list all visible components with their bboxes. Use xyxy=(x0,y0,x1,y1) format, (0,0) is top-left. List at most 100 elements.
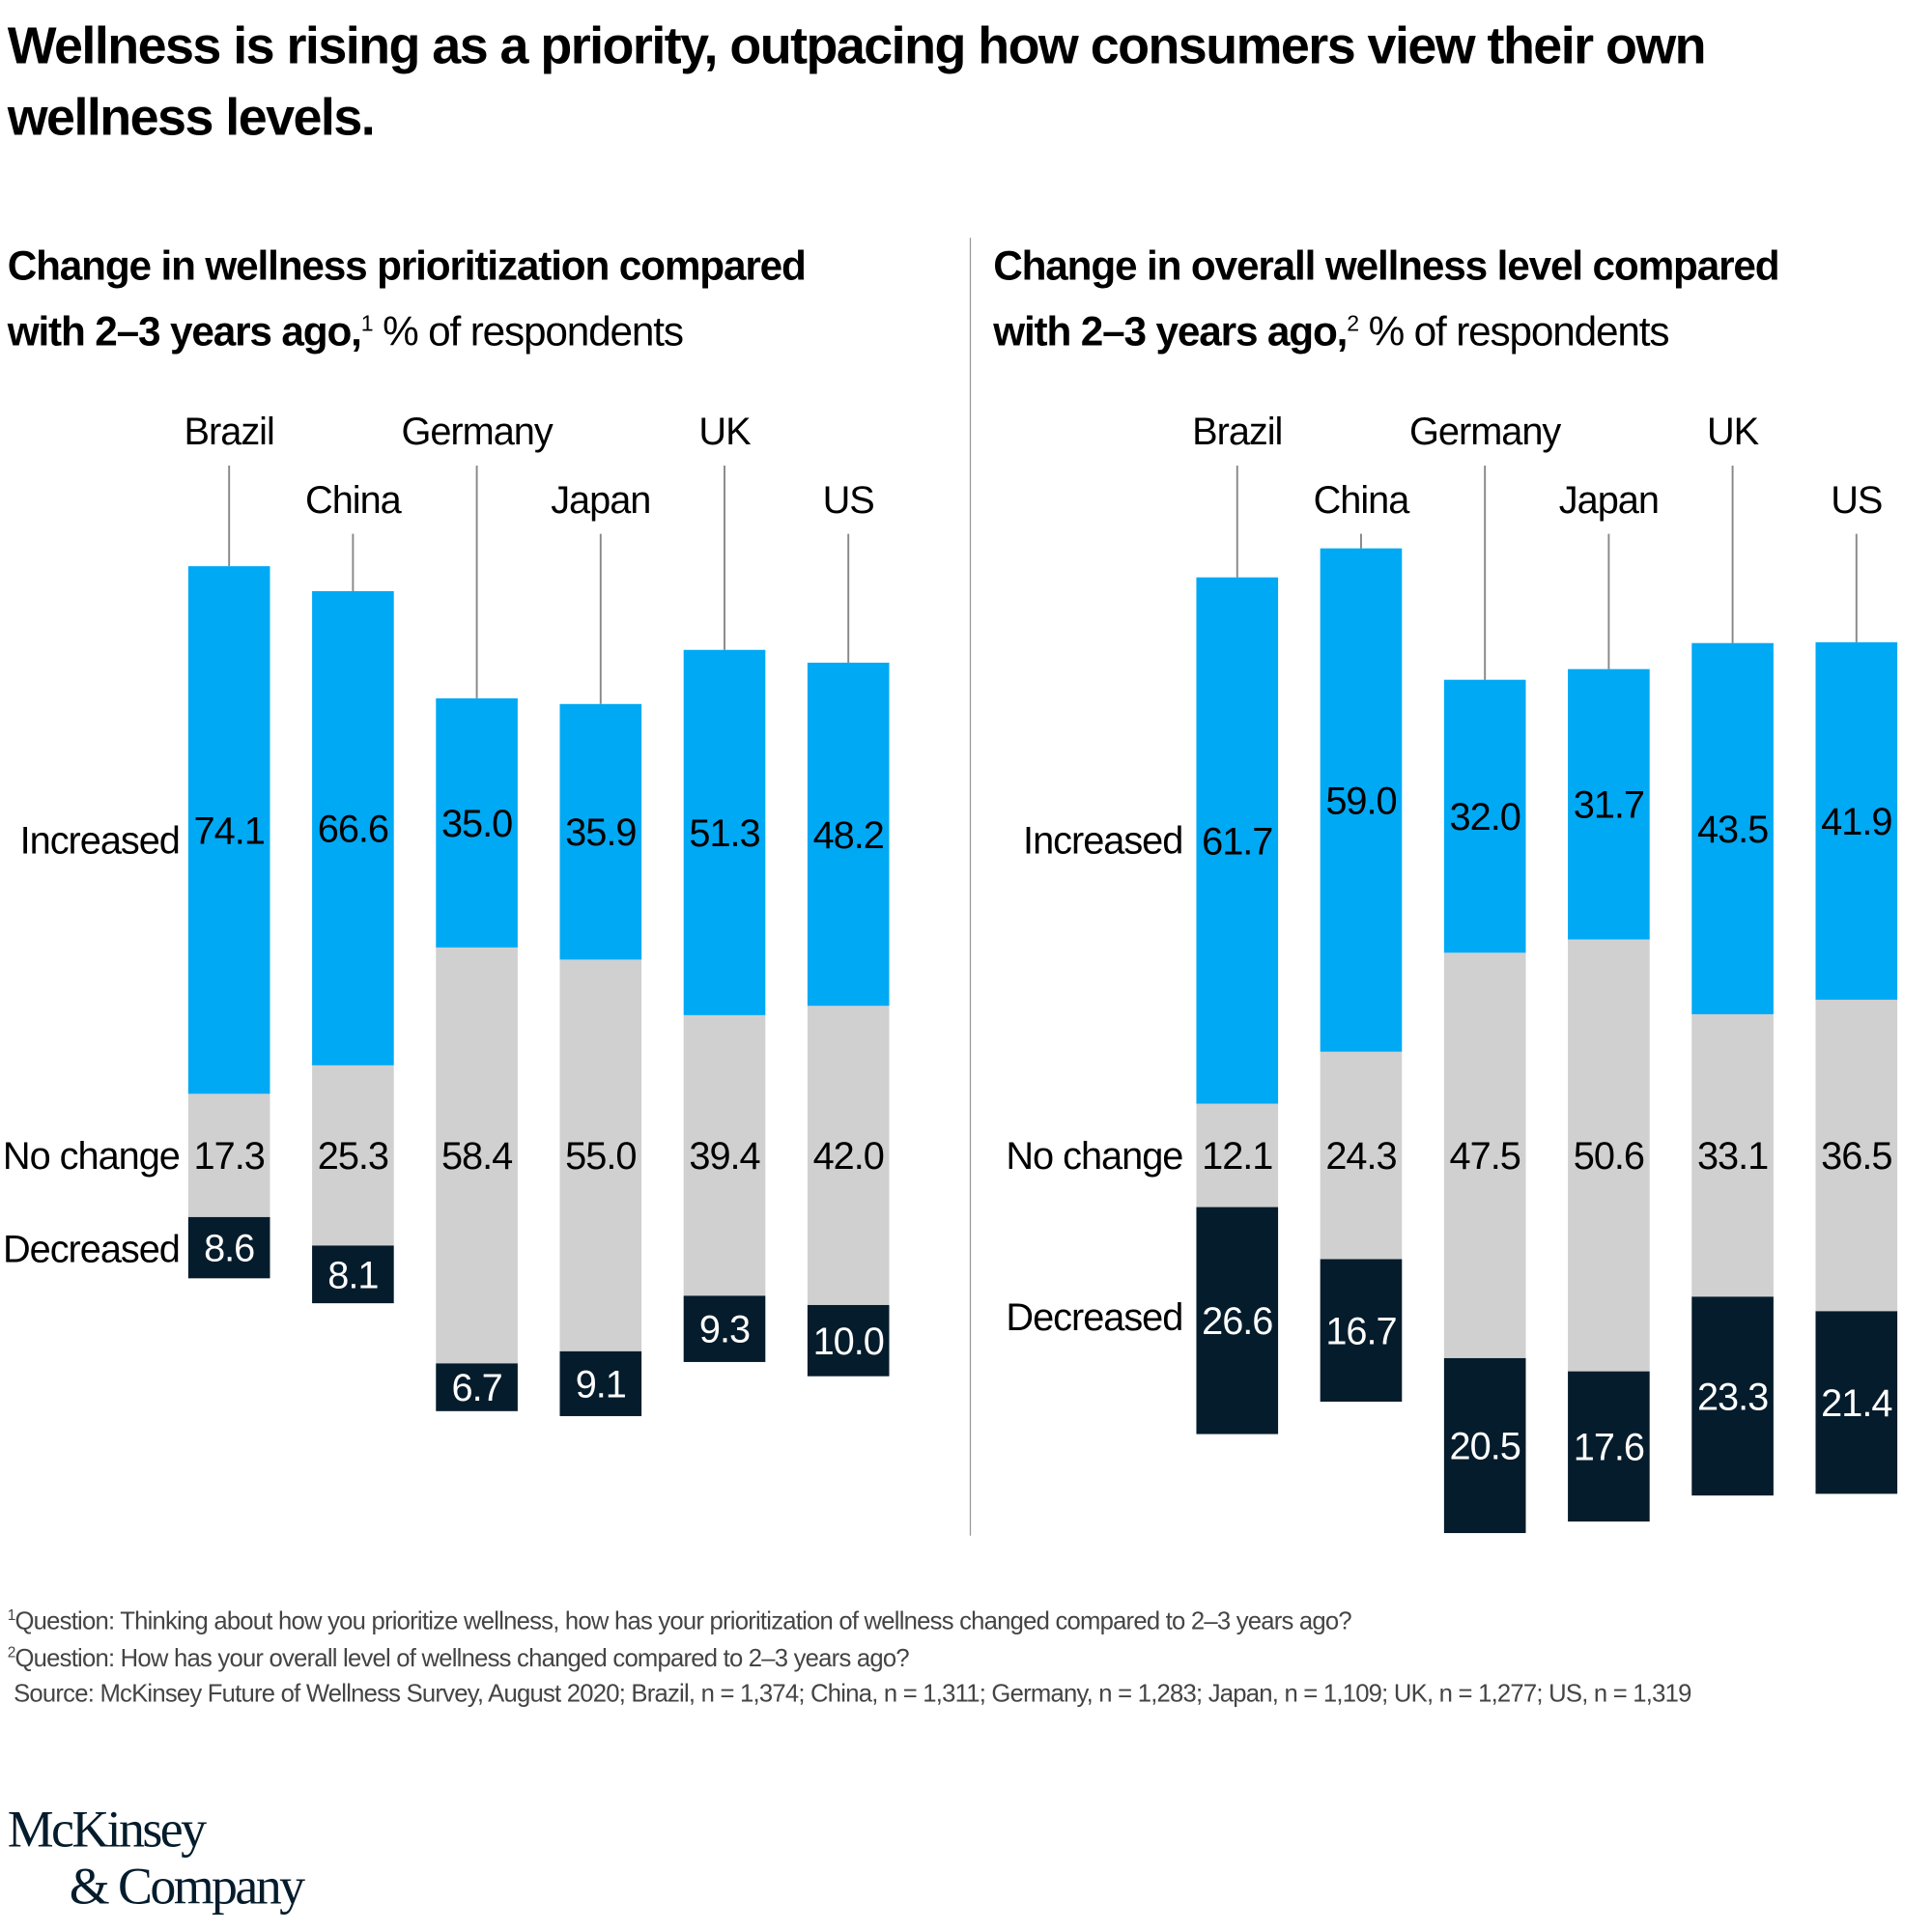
bar-uk-decreased xyxy=(1691,1296,1774,1496)
bar-us-no-change xyxy=(807,1006,890,1305)
footnote-2: 2Question: How has your overall level of… xyxy=(8,1643,910,1674)
bar-japan-decreased xyxy=(559,1350,642,1416)
logo-line-2: & Company xyxy=(69,1859,305,1917)
value-label: 43.5 xyxy=(1697,809,1768,851)
value-label: 42.0 xyxy=(813,1135,884,1178)
bar-brazil-decreased xyxy=(1196,1207,1279,1435)
value-label: 50.6 xyxy=(1574,1135,1644,1178)
value-label: 8.1 xyxy=(327,1254,378,1296)
footnote-mark: 1 xyxy=(7,1605,16,1624)
category-label-japan: Japan xyxy=(551,479,650,522)
series-label-decreased: Decreased xyxy=(1006,1296,1182,1339)
bar-china-decreased xyxy=(312,1245,394,1304)
source-text: Source: McKinsey Future of Wellness Surv… xyxy=(14,1680,1691,1708)
category-label-japan: Japan xyxy=(1559,479,1659,522)
bar-china-no-change xyxy=(312,1065,394,1246)
value-label: 41.9 xyxy=(1821,801,1891,843)
series-label-decreased: Decreased xyxy=(3,1228,180,1270)
bar-japan-increased xyxy=(1568,668,1650,940)
bar-us-decreased xyxy=(807,1304,890,1377)
category-label-germany: Germany xyxy=(1409,411,1561,453)
category-label-us: US xyxy=(823,479,874,522)
value-label: 9.1 xyxy=(576,1364,626,1406)
value-label: 9.3 xyxy=(699,1309,750,1351)
bar-brazil-no-change xyxy=(1196,1103,1279,1208)
value-label: 31.7 xyxy=(1574,784,1644,827)
bar-japan-no-change xyxy=(559,959,642,1351)
category-label-us: US xyxy=(1831,479,1882,522)
bar-japan-decreased xyxy=(1568,1371,1650,1522)
value-label: 12.1 xyxy=(1202,1135,1272,1178)
page-title: Wellness is rising as a priority, outpac… xyxy=(7,15,1707,147)
bar-uk-decreased xyxy=(683,1295,766,1362)
value-label: 36.5 xyxy=(1821,1135,1891,1178)
bar-germany-increased xyxy=(436,697,518,948)
value-label: 32.0 xyxy=(1450,796,1520,838)
value-label: 47.5 xyxy=(1450,1135,1520,1178)
footnote-text: Question: Thinking about how you priorit… xyxy=(14,1607,1351,1636)
value-label: 21.4 xyxy=(1821,1382,1891,1425)
value-label: 58.4 xyxy=(441,1135,512,1178)
value-label: 10.0 xyxy=(813,1321,884,1363)
value-label: 59.0 xyxy=(1325,780,1396,822)
value-label: 23.3 xyxy=(1697,1376,1768,1418)
bar-germany-increased xyxy=(1443,679,1526,953)
category-label-china: China xyxy=(305,479,403,522)
value-label: 55.0 xyxy=(565,1135,636,1178)
value-label: 24.3 xyxy=(1325,1135,1396,1178)
value-label: 17.3 xyxy=(194,1135,265,1178)
value-label: 16.7 xyxy=(1325,1310,1396,1352)
bar-us-no-change xyxy=(1815,999,1898,1312)
footnote-text: Question: How has your overall level of … xyxy=(14,1645,909,1673)
value-label: 35.9 xyxy=(565,811,636,854)
bar-us-decreased xyxy=(1815,1311,1898,1494)
bar-germany-decreased xyxy=(436,1363,518,1411)
footnote-1: 1Question: Thinking about how you priori… xyxy=(7,1605,1352,1637)
series-label-no-change: No change xyxy=(3,1135,180,1178)
value-label: 35.0 xyxy=(441,803,512,845)
value-label: 25.3 xyxy=(318,1135,388,1178)
category-label-china: China xyxy=(1314,479,1411,522)
category-label-brazil: Brazil xyxy=(1192,411,1282,453)
bar-japan-increased xyxy=(559,703,642,960)
right-chart-title: Change in overall wellness level compare… xyxy=(993,238,1860,360)
bar-brazil-increased xyxy=(187,566,270,1094)
bar-japan-no-change xyxy=(1568,939,1650,1372)
value-label: 66.6 xyxy=(318,809,388,851)
mckinsey-logo: McKinsey & Company xyxy=(7,1802,305,1917)
category-label-brazil: Brazil xyxy=(185,411,274,453)
bar-uk-no-change xyxy=(683,1014,766,1296)
value-label: 26.6 xyxy=(1202,1300,1272,1343)
value-label: 39.4 xyxy=(689,1135,759,1178)
right-chart-unit: % of respondents xyxy=(1368,308,1670,355)
bar-uk-no-change xyxy=(1691,1013,1774,1297)
value-label: 74.1 xyxy=(194,810,265,852)
category-label-uk: UK xyxy=(698,411,752,453)
left-chart-title: Change in wellness prioritization compar… xyxy=(8,238,874,360)
bar-uk-increased xyxy=(1691,642,1774,1014)
bar-us-increased xyxy=(1815,641,1898,1000)
left-chart-unit: % of respondents xyxy=(383,308,684,355)
source-note: Source: McKinsey Future of Wellness Surv… xyxy=(14,1681,1691,1709)
bar-us-increased xyxy=(807,663,890,1007)
bar-china-increased xyxy=(312,590,394,1065)
bar-brazil-decreased xyxy=(187,1216,270,1279)
bar-brazil-increased xyxy=(1196,577,1279,1104)
chart-divider xyxy=(969,238,972,1536)
value-label: 61.7 xyxy=(1202,820,1272,863)
value-label: 20.5 xyxy=(1450,1426,1520,1468)
left-chart-title-bold: Change in wellness prioritization compar… xyxy=(7,242,807,355)
logo-line-1: McKinsey xyxy=(7,1802,207,1860)
footnote-ref: 2 xyxy=(1347,310,1359,336)
bar-uk-increased xyxy=(683,649,766,1015)
bar-china-increased xyxy=(1320,548,1403,1052)
series-label-increased: Increased xyxy=(20,819,180,862)
series-label-increased: Increased xyxy=(1023,819,1182,862)
value-label: 6.7 xyxy=(452,1367,502,1409)
bar-germany-no-change xyxy=(436,947,518,1364)
value-label: 51.3 xyxy=(689,812,759,855)
bar-china-decreased xyxy=(1320,1259,1403,1402)
value-label: 8.6 xyxy=(204,1228,254,1270)
